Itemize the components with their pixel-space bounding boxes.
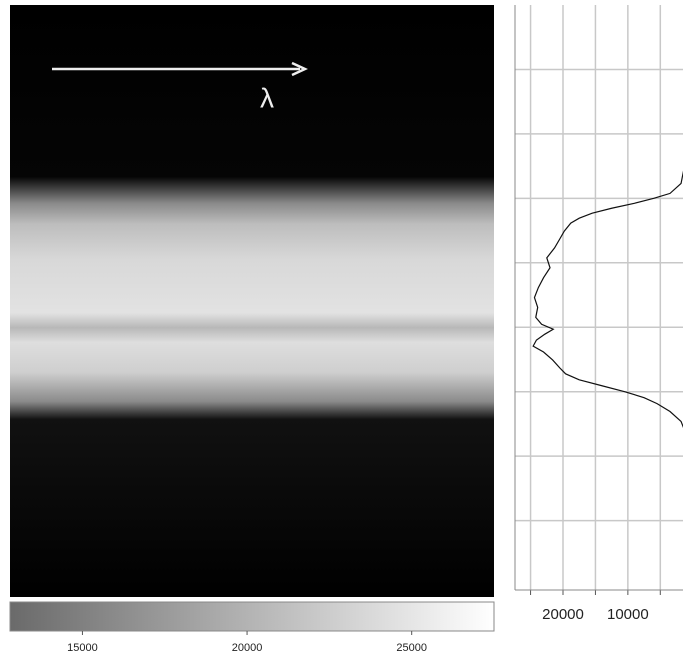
profile-panel <box>515 5 683 590</box>
colorbar <box>9 601 495 632</box>
colorbar-tick-label: 25000 <box>396 642 427 654</box>
colorbar-tick-label: 20000 <box>232 642 263 654</box>
spectrum-image <box>10 5 494 597</box>
wavelength-label: λ <box>260 82 274 113</box>
profile-group <box>532 170 683 429</box>
profile-line <box>532 170 683 429</box>
colorbar-tick-label: 15000 <box>67 642 98 654</box>
x-tick-label: 10000 <box>607 606 649 623</box>
x-tick-label: 20000 <box>542 606 584 623</box>
arrow-head <box>291 61 308 77</box>
